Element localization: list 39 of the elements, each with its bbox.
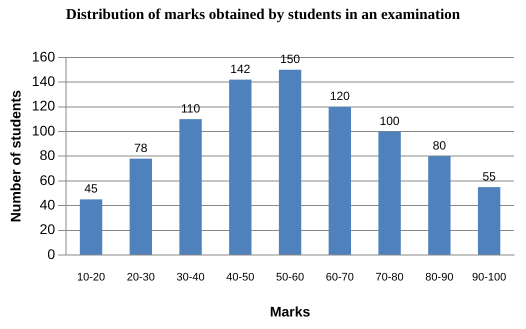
x-axis-title: Marks [270, 303, 311, 320]
y-tick-label: 140 [32, 72, 56, 89]
x-tick-label: 80-90 [425, 272, 454, 284]
data-label: 120 [330, 89, 350, 104]
chart-title: Distribution of marks obtained by students in an examination [64, 6, 462, 25]
x-tick-label: 90-100 [472, 272, 506, 284]
y-tick-label: 0 [47, 246, 56, 262]
x-tick-label: 40-50 [226, 272, 254, 284]
y-tick-label: 100 [32, 122, 56, 138]
bar [378, 132, 401, 254]
data-label: 142 [230, 62, 251, 76]
y-tick-label: 120 [32, 98, 56, 114]
bar [80, 199, 102, 254]
bar [478, 187, 500, 254]
x-tick-label: 70-80 [376, 272, 404, 284]
y-tick-label: 40 [40, 196, 56, 212]
data-label: 45 [84, 182, 98, 196]
bar [278, 70, 302, 254]
data-label: 100 [380, 114, 400, 128]
data-label: 150 [280, 52, 300, 66]
data-label: 80 [432, 138, 446, 153]
y-tick-label: 160 [32, 48, 56, 64]
x-tick-label: 20-30 [126, 272, 155, 284]
bar [229, 80, 252, 254]
x-tick-label: 30-40 [176, 272, 205, 284]
data-label: 78 [134, 140, 148, 155]
data-label: 110 [180, 101, 200, 116]
y-tick-label: 20 [40, 221, 56, 238]
bar [130, 158, 152, 254]
bar [428, 156, 451, 254]
bar [328, 106, 352, 254]
x-tick-label: 60-70 [326, 272, 354, 284]
y-axis-title: Number of students [7, 90, 24, 222]
x-tick-label: 50-60 [276, 272, 304, 284]
data-label: 55 [482, 169, 496, 184]
x-tick-label: 10-20 [76, 272, 106, 284]
bar [179, 119, 202, 254]
y-tick-label: 60 [40, 172, 56, 188]
y-tick-label: 80 [40, 147, 56, 164]
